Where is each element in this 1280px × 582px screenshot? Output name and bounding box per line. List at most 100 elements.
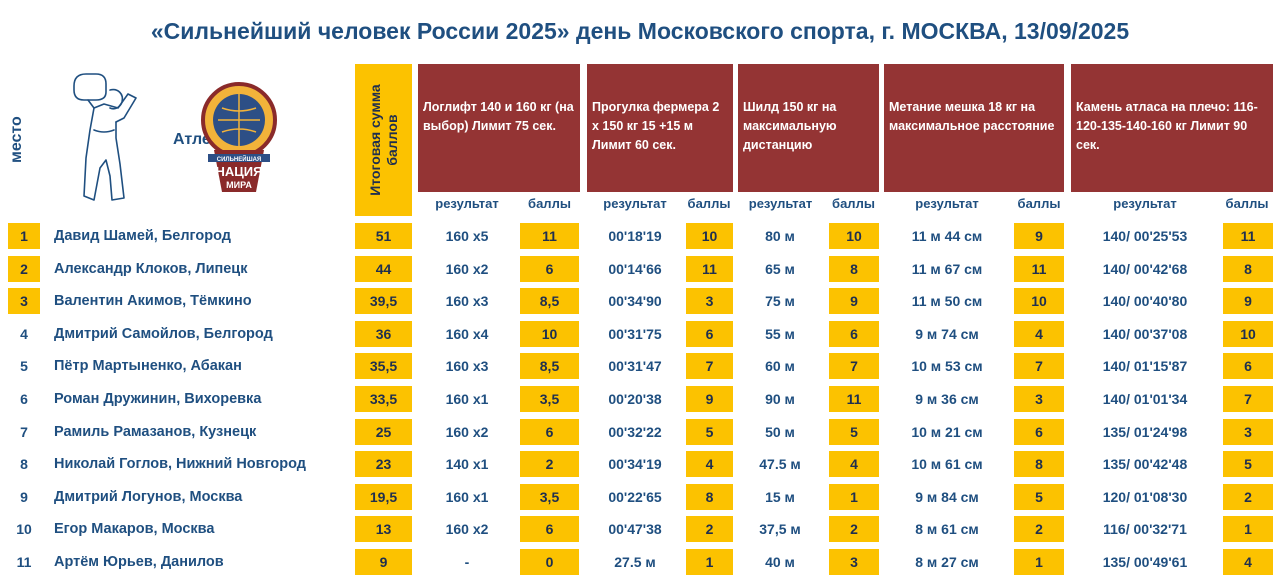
result-cell: 10 м 61 см: [911, 456, 983, 472]
points-cell: 6: [520, 256, 579, 282]
result-cell: 140/ 01'01'34: [1102, 391, 1188, 407]
place-cell: 2: [8, 256, 40, 282]
athlete-name-cell: Валентин Акимов, Тёмкино: [54, 293, 252, 309]
points-cell: 10: [1223, 321, 1273, 347]
result-cell: 135/ 00'42'48: [1102, 456, 1188, 472]
athlete-name-cell: Александр Клоков, Липецк: [54, 261, 248, 277]
place-cell: 7: [20, 424, 28, 440]
result-label: результат: [603, 196, 667, 211]
points-cell: 10: [686, 223, 733, 249]
result-cell: 9 м 74 см: [915, 326, 979, 342]
result-cell: 00'14'66: [608, 261, 662, 277]
total-score-cell: 36: [355, 321, 412, 347]
event-header-atlas-stone: Камень атласа на плечо: 116-120-135-140-…: [1071, 64, 1273, 192]
points-cell: 3,5: [520, 386, 579, 412]
points-cell: 6: [829, 321, 879, 347]
result-cell: 15 м: [765, 489, 795, 505]
points-label: баллы: [1225, 196, 1269, 211]
result-cell: 160 х2: [445, 521, 489, 537]
points-cell: 2: [1223, 484, 1273, 510]
result-cell: 160 х4: [445, 326, 489, 342]
points-cell: 8,5: [520, 353, 579, 379]
points-cell: 5: [686, 419, 733, 445]
points-cell: 6: [520, 419, 579, 445]
result-cell: 00'47'38: [608, 521, 662, 537]
result-cell: 47.5 м: [759, 456, 801, 472]
result-cell: 65 м: [765, 261, 795, 277]
result-cell: 140/ 00'25'53: [1102, 228, 1188, 244]
points-cell: 2: [520, 451, 579, 477]
points-cell: 5: [1014, 484, 1064, 510]
result-cell: 00'34'19: [608, 456, 662, 472]
event-header-loglift: Логлифт 140 и 160 кг (на выбор) Лимит 75…: [418, 64, 580, 192]
points-cell: 9: [829, 288, 879, 314]
result-cell: 160 х1: [445, 391, 489, 407]
result-cell: 8 м 27 см: [915, 554, 979, 570]
result-cell: 160 х3: [445, 293, 489, 309]
place-cell: 3: [8, 288, 40, 314]
result-cell: 9 м 36 см: [915, 391, 979, 407]
result-cell: 55 м: [765, 326, 795, 342]
points-cell: 5: [1223, 451, 1273, 477]
points-cell: 1: [1223, 516, 1273, 542]
points-cell: 4: [1014, 321, 1064, 347]
event-header-sack-throw: Метание мешка 18 кг на максимальное расс…: [884, 64, 1064, 192]
result-cell: 00'22'65: [608, 489, 662, 505]
result-cell: 11 м 44 см: [911, 228, 983, 244]
athlete-name-cell: Артём Юрьев, Данилов: [54, 554, 224, 570]
result-cell: -: [464, 554, 470, 570]
points-cell: 11: [520, 223, 579, 249]
total-score-cell: 33,5: [355, 386, 412, 412]
result-cell: 11 м 50 см: [911, 293, 983, 309]
total-score-cell: 51: [355, 223, 412, 249]
place-cell: 11: [16, 554, 32, 570]
points-label: баллы: [687, 196, 731, 211]
result-cell: 160 х2: [445, 424, 489, 440]
result-cell: 00'31'47: [608, 358, 662, 374]
result-cell: 50 м: [765, 424, 795, 440]
total-score-cell: 39,5: [355, 288, 412, 314]
result-label: результат: [1113, 196, 1177, 211]
result-cell: 27.5 м: [614, 554, 656, 570]
result-cell: 9 м 84 см: [915, 489, 979, 505]
points-cell: 8: [829, 256, 879, 282]
points-cell: 10: [520, 321, 579, 347]
points-cell: 3,5: [520, 484, 579, 510]
points-cell: 1: [686, 549, 733, 575]
points-cell: 7: [829, 353, 879, 379]
total-score-cell: 23: [355, 451, 412, 477]
points-cell: 2: [686, 516, 733, 542]
svg-text:МИРА: МИРА: [226, 180, 252, 190]
result-cell: 140 х1: [445, 456, 489, 472]
result-label: результат: [915, 196, 979, 211]
athlete-column-header: Атле: [173, 131, 211, 148]
points-cell: 7: [1223, 386, 1273, 412]
points-cell: 9: [686, 386, 733, 412]
athlete-name-cell: Давид Шамей, Белгород: [54, 228, 231, 244]
points-cell: 3: [1014, 386, 1064, 412]
points-cell: 3: [686, 288, 733, 314]
points-cell: 5: [829, 419, 879, 445]
result-cell: 90 м: [765, 391, 795, 407]
event-header-shield-carry: Шилд 150 кг на максимальную дистанцию: [738, 64, 879, 192]
total-score-cell: 25: [355, 419, 412, 445]
athlete-name-cell: Пётр Мартыненко, Абакан: [54, 358, 242, 374]
points-cell: 7: [686, 353, 733, 379]
total-score-cell: 19,5: [355, 484, 412, 510]
result-cell: 160 х2: [445, 261, 489, 277]
place-cell: 10: [16, 521, 32, 537]
result-cell: 40 м: [765, 554, 795, 570]
athlete-name-cell: Николай Гоглов, Нижний Новгород: [54, 456, 307, 472]
points-cell: 8,5: [520, 288, 579, 314]
athlete-name-cell: Рамиль Рамазанов, Кузнецк: [54, 424, 257, 440]
athlete-name-cell: Егор Макаров, Москва: [54, 521, 215, 537]
points-cell: 8: [1014, 451, 1064, 477]
points-cell: 3: [1223, 419, 1273, 445]
place-cell: 9: [20, 489, 28, 505]
points-cell: 4: [686, 451, 733, 477]
strongest-nation-logo: СИЛЬНЕЙШАЯ НАЦИЯ МИРА: [201, 82, 277, 192]
result-cell: 160 х1: [445, 489, 489, 505]
points-label: баллы: [832, 196, 875, 211]
result-cell: 37,5 м: [759, 521, 801, 537]
result-cell: 00'31'75: [608, 326, 662, 342]
